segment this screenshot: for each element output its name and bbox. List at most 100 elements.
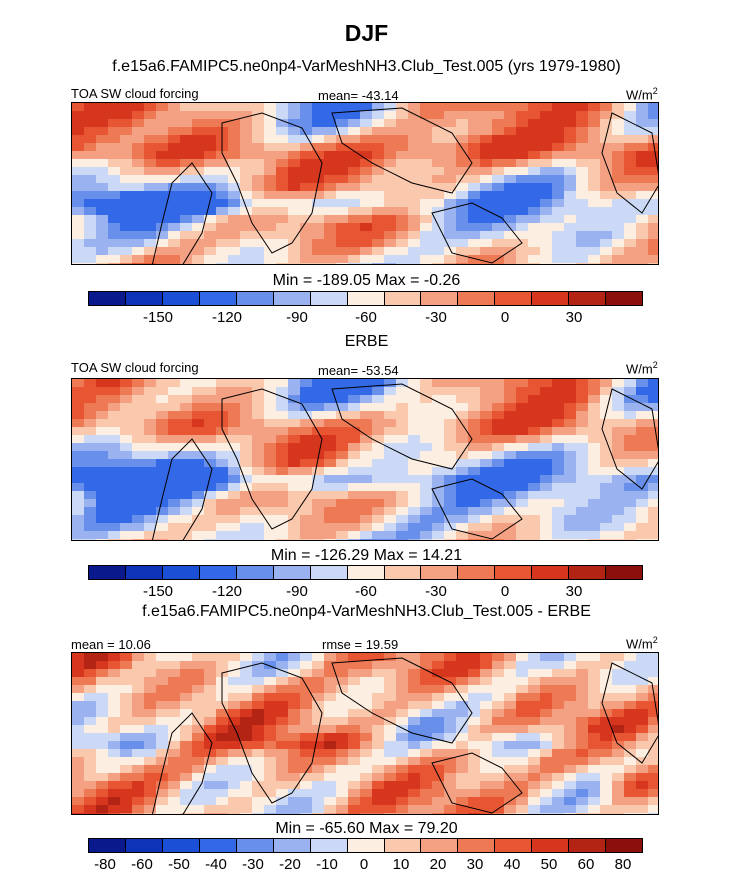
map-cell [648,491,658,500]
map-cell [156,215,169,224]
map-cell [564,199,577,208]
map-cell [96,507,109,516]
map-cell [84,395,97,404]
map-cell [516,159,529,168]
map-cell [300,733,313,742]
map-cell [120,805,133,814]
map-cell [144,475,157,484]
map-cell [600,531,613,540]
map-cell [324,111,337,120]
map-cell [348,387,361,396]
map-cell [504,191,517,200]
map-cell [84,693,97,702]
map-cell [264,515,277,524]
map-cell [300,183,313,192]
map-cell [252,215,265,224]
map-cell [612,475,625,484]
map-cell [348,773,361,782]
map-cell [72,403,85,412]
colorbar-segment [162,839,200,852]
map-cell [288,653,301,662]
map-cell [468,207,481,216]
map-cell [564,403,577,412]
map-cell [516,435,529,444]
map-cell [276,255,289,264]
map-cell [120,749,133,758]
map-cell [420,167,433,176]
map-cell [636,709,649,718]
map-cell [276,103,289,112]
map-cell [336,539,349,540]
map-cell [120,717,133,726]
map-cell [264,143,277,152]
map-cell [600,677,613,686]
map-cell [444,127,457,136]
map-cell [192,451,205,460]
map-cell [192,483,205,492]
map-cell [180,701,193,710]
map-cell [600,475,613,484]
map-cell [540,395,553,404]
map-cell [636,539,649,540]
map-cell [492,459,505,468]
colorbar-segment [569,292,607,305]
map-cell [528,143,541,152]
map-cell [504,111,517,120]
map-cell [468,467,481,476]
map-cell [360,531,373,540]
map-cell [540,765,553,774]
map-cell [180,143,193,152]
map-cell [240,491,253,500]
map-cell [492,435,505,444]
map-cell [540,247,553,256]
map-cell [588,223,601,232]
map-cell [300,419,313,428]
map-cell [252,223,265,232]
map-cell [300,749,313,758]
map-cell [480,661,493,670]
map-cell [588,717,601,726]
map-cell [144,395,157,404]
map-cell [612,239,625,248]
map-cell [648,507,658,516]
map-cell [120,813,133,814]
map-cell [420,231,433,240]
map-cell [120,159,133,168]
colorbar-segment [458,292,496,305]
map-cell [348,239,361,248]
map-cell [588,395,601,404]
map-cell [156,475,169,484]
map-cell [216,451,229,460]
panel1-variable-label: TOA SW cloud forcing [71,86,199,101]
map-cell [372,459,385,468]
map-cell [552,231,565,240]
map-cell [528,539,541,540]
map-cell [252,491,265,500]
map-cell [612,741,625,750]
map-cell [348,507,361,516]
map-cell [624,677,637,686]
map-cell [156,805,169,814]
map-cell [252,111,265,120]
map-cell [480,403,493,412]
map-cell [432,653,445,662]
map-cell [648,443,658,452]
map-cell [156,669,169,678]
map-cell [240,539,253,540]
map-cell [408,143,421,152]
map-cell [576,805,589,814]
map-cell [504,159,517,168]
map-cell [420,411,433,420]
map-cell [420,103,433,112]
map-cell [480,119,493,128]
map-cell [264,757,277,766]
map-cell [408,757,421,766]
map-cell [384,661,397,670]
map-cell [528,255,541,264]
map-cell [72,451,85,460]
map-cell [396,239,409,248]
map-cell [84,403,97,412]
map-cell [228,693,241,702]
map-cell [516,813,529,814]
map-cell [420,143,433,152]
